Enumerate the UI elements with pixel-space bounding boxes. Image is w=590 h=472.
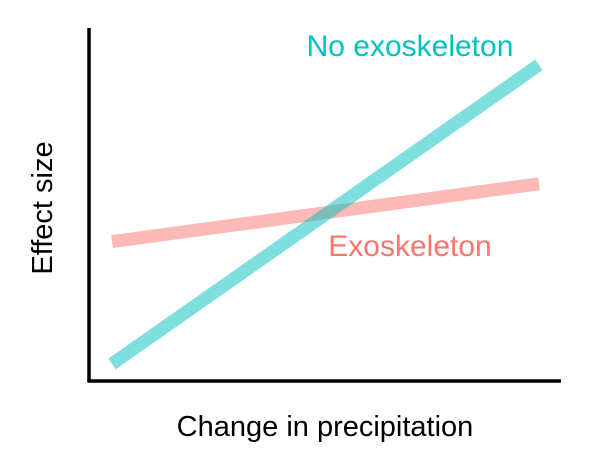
series-line-no-exoskeleton	[108, 59, 543, 370]
x-axis-title: Change in precipitation	[177, 411, 474, 443]
y-axis-title: Effect size	[27, 141, 59, 274]
series-layer	[108, 59, 543, 370]
series-label-no-exoskeleton: No exoskeleton	[307, 30, 514, 63]
series-label-exoskeleton: Exoskeleton	[328, 230, 491, 263]
